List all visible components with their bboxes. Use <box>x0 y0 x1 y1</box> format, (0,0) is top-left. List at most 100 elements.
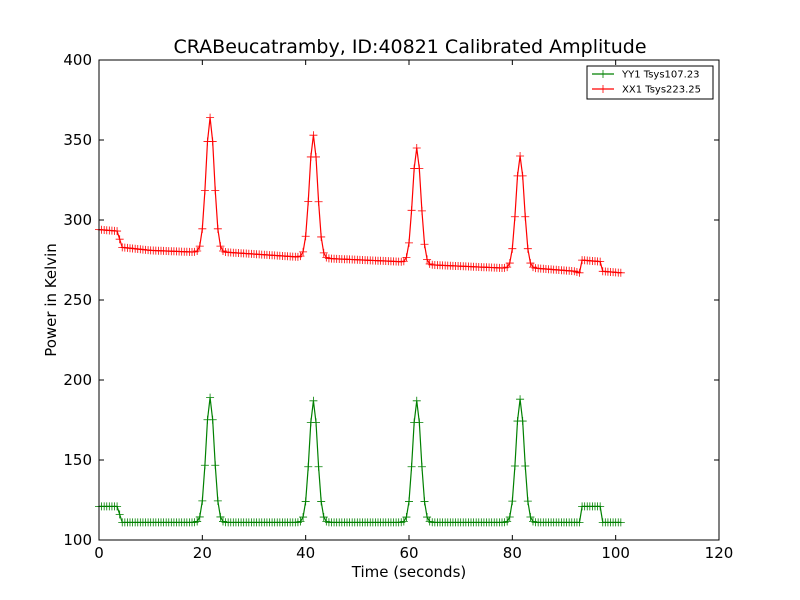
y-axis-label: Power in Kelvin <box>42 243 60 357</box>
data-point-marker <box>198 496 207 505</box>
x-tick-label: 120 <box>705 544 734 562</box>
data-point-marker <box>575 518 584 527</box>
data-point-marker <box>423 513 432 522</box>
data-point-marker <box>521 212 530 221</box>
y-tick-label: 400 <box>63 51 92 69</box>
data-point-marker <box>575 268 584 277</box>
data-point-marker <box>208 415 217 424</box>
data-point-marker <box>216 242 225 251</box>
data-point-marker <box>407 462 416 471</box>
data-point-marker <box>523 497 532 506</box>
data-point-marker <box>521 461 530 470</box>
x-tick-label: 40 <box>296 544 315 562</box>
data-point-marker <box>301 232 310 241</box>
data-point-marker <box>503 517 512 526</box>
data-point-marker <box>309 131 318 140</box>
x-axis-label: Time (seconds) <box>351 563 467 581</box>
data-point-marker <box>526 259 535 268</box>
x-tick-label: 80 <box>503 544 522 562</box>
data-point-marker <box>301 497 310 506</box>
data-point-marker <box>526 512 535 521</box>
legend-label: XX1 Tsys223.25 <box>622 85 701 96</box>
data-point-marker <box>211 461 220 470</box>
data-point-marker <box>417 206 426 215</box>
data-point-marker <box>299 247 308 256</box>
y-tick-label: 100 <box>63 531 92 549</box>
data-point-marker <box>516 395 525 404</box>
data-point-marker <box>510 461 519 470</box>
data-point-marker <box>193 246 202 255</box>
legend: YY1 Tsys107.23 XX1 Tsys223.25 <box>586 65 714 100</box>
data-point-marker <box>195 512 204 521</box>
data-point-marker <box>216 512 225 521</box>
data-point-marker <box>518 417 527 426</box>
series-yy1 <box>95 393 625 527</box>
data-point-marker <box>115 510 124 519</box>
data-point-marker <box>402 513 411 522</box>
legend-item: YY1 Tsys107.23 <box>592 70 700 81</box>
data-point-marker <box>319 513 328 522</box>
data-point-marker <box>213 496 222 505</box>
series-xx1 <box>95 113 625 277</box>
data-point-marker <box>200 461 209 470</box>
legend-label: YY1 Tsys107.23 <box>621 70 700 81</box>
data-point-marker <box>213 224 222 233</box>
data-point-marker <box>309 396 318 405</box>
data-point-marker <box>516 152 525 160</box>
data-point-marker <box>304 197 313 206</box>
data-point-marker <box>296 517 305 526</box>
data-point-marker <box>319 248 328 257</box>
x-tick-label: 20 <box>193 544 212 562</box>
data-point-marker <box>415 418 424 427</box>
data-point-marker <box>405 497 413 506</box>
y-tick-label: 300 <box>63 211 92 229</box>
data-point-marker <box>317 232 326 241</box>
data-point-marker <box>208 137 217 146</box>
x-tick-label: 100 <box>601 544 630 562</box>
data-point-marker <box>405 238 413 247</box>
series-layer <box>95 113 625 527</box>
data-point-marker <box>198 224 207 233</box>
chart-title: CRABeucatramby, ID:40821 Calibrated Ampl… <box>173 36 646 58</box>
y-tick-label: 350 <box>63 131 92 149</box>
data-point-marker <box>113 502 122 511</box>
data-point-marker <box>596 502 605 511</box>
data-point-marker <box>211 186 220 195</box>
data-point-marker <box>304 462 313 471</box>
data-point-marker <box>407 206 416 215</box>
legend-box <box>586 65 714 100</box>
data-point-marker <box>417 462 426 471</box>
data-point-marker <box>415 164 424 173</box>
data-point-marker <box>317 497 326 506</box>
data-point-marker <box>510 212 519 221</box>
data-point-marker <box>505 512 514 521</box>
y-tick-label: 150 <box>63 451 92 469</box>
data-point-marker <box>420 497 429 506</box>
data-point-marker <box>299 513 308 522</box>
y-tick-label: 200 <box>63 371 92 389</box>
data-point-marker <box>420 240 429 249</box>
data-point-marker <box>195 242 204 251</box>
data-point-marker <box>596 257 605 266</box>
data-point-marker <box>193 517 202 526</box>
data-point-marker <box>423 255 432 264</box>
data-point-marker <box>113 227 122 236</box>
data-point-marker <box>312 418 320 427</box>
data-point-marker <box>523 244 532 253</box>
legend-marker <box>599 70 607 78</box>
legend-item: XX1 Tsys223.25 <box>592 85 701 96</box>
data-point-marker <box>508 497 517 506</box>
data-point-marker <box>503 263 512 272</box>
legend-marker <box>599 85 607 93</box>
data-point-marker <box>314 197 323 206</box>
data-point-marker <box>206 393 215 402</box>
y-tick-label: 250 <box>63 291 92 309</box>
data-point-marker <box>312 152 320 161</box>
data-point-marker <box>518 171 527 180</box>
data-point-marker <box>115 235 124 244</box>
data-point-marker <box>402 253 411 262</box>
data-point-marker <box>616 518 625 527</box>
data-point-marker <box>508 244 517 253</box>
